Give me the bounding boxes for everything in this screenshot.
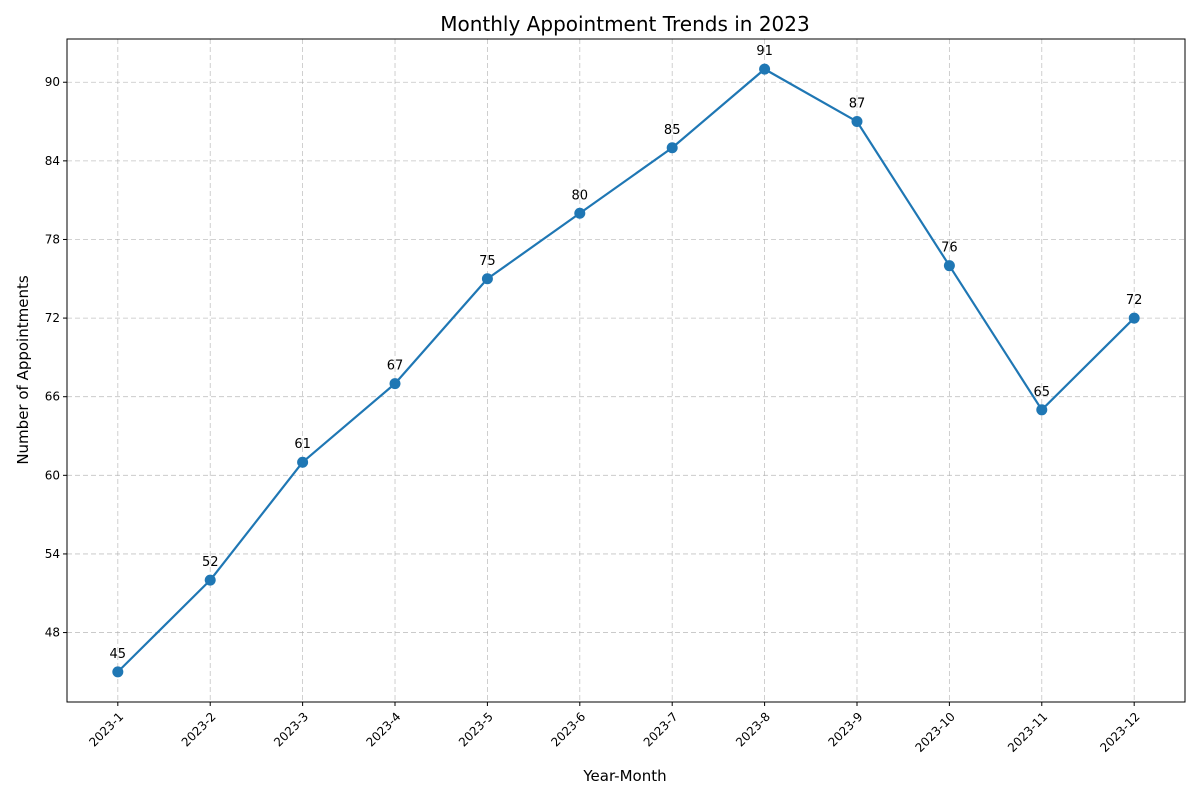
x-tick-label: 2023-5	[456, 710, 496, 750]
x-tick-label: 2023-12	[1097, 710, 1142, 755]
data-label: 45	[110, 647, 127, 662]
data-point	[112, 666, 124, 678]
data-point	[851, 116, 863, 128]
y-tick-label: 60	[45, 468, 60, 482]
data-label: 91	[756, 44, 773, 59]
data-label: 87	[849, 97, 866, 112]
data-point	[759, 63, 771, 75]
x-tick-label: 2023-10	[913, 710, 958, 755]
data-point	[666, 142, 678, 154]
x-axis-title: Year-Month	[582, 767, 666, 785]
data-label: 67	[387, 359, 404, 374]
data-point	[204, 574, 216, 586]
data-labels: 45 52 61 67 75 80 85 91 87 76 65 72	[110, 44, 1143, 662]
y-axis-ticks: 48 54 60 66 72 78 84 90	[45, 75, 67, 640]
y-tick-label: 48	[45, 626, 60, 640]
chart-title: Monthly Appointment Trends in 2023	[440, 12, 809, 36]
y-tick-label: 90	[45, 75, 60, 89]
data-point	[574, 207, 586, 219]
x-tick-label: 2023-1	[86, 710, 126, 750]
data-label: 72	[1126, 293, 1143, 308]
data-point	[1128, 312, 1140, 324]
series-layer	[112, 63, 1140, 678]
x-tick-label: 2023-4	[364, 710, 404, 750]
grid	[67, 39, 1185, 702]
x-tick-label: 2023-11	[1005, 710, 1050, 755]
x-axis-ticks: 2023-1 2023-2 2023-3 2023-4 2023-5 2023-6 2023…	[86, 702, 1143, 755]
x-tick-label: 2023-2	[179, 710, 219, 750]
y-tick-label: 72	[45, 311, 60, 325]
series-line	[117, 68, 1135, 673]
plot-area-frame	[66, 38, 1186, 703]
data-label: 76	[941, 241, 958, 256]
data-point	[297, 456, 309, 468]
data-label: 75	[479, 254, 496, 269]
data-label: 61	[294, 437, 311, 452]
data-point	[481, 273, 493, 285]
y-axis-title: Number of Appointments	[14, 275, 32, 465]
y-tick-label: 66	[45, 390, 60, 404]
data-label: 85	[664, 123, 681, 138]
y-tick-label: 78	[45, 232, 60, 246]
data-label: 80	[572, 188, 589, 203]
data-point	[389, 378, 401, 390]
data-point	[1036, 404, 1048, 416]
x-tick-label: 2023-6	[548, 710, 588, 750]
x-tick-label: 2023-7	[641, 710, 681, 750]
x-tick-label: 2023-9	[826, 710, 866, 750]
data-label: 52	[202, 555, 219, 570]
data-point	[943, 260, 955, 272]
x-tick-label: 2023-8	[733, 710, 773, 750]
x-tick-label: 2023-3	[271, 710, 311, 750]
y-tick-label: 54	[45, 547, 60, 561]
y-tick-label: 84	[45, 154, 60, 168]
data-label: 65	[1034, 385, 1051, 400]
